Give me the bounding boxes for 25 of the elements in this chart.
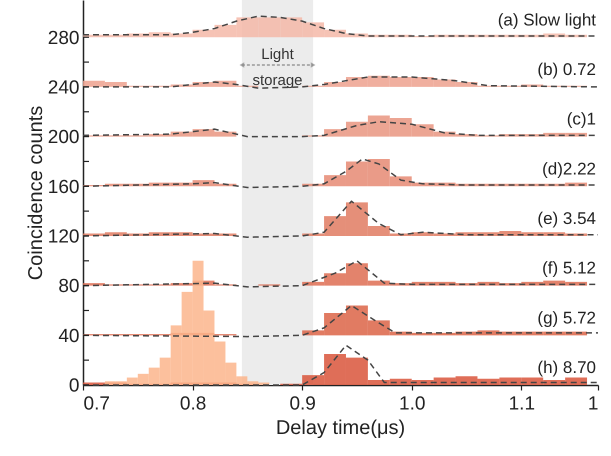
y-axis-title: Coincidence counts bbox=[24, 106, 47, 280]
x-tick-label: 1 bbox=[588, 394, 598, 414]
y-tick-label: 240 bbox=[48, 77, 80, 98]
y-tick-label: 280 bbox=[48, 28, 80, 49]
x-axis-title: Delay time(μs) bbox=[276, 417, 406, 439]
y-tick-label: 40 bbox=[58, 326, 80, 347]
y-tick-label: 160 bbox=[48, 176, 80, 198]
series-label: (c)1 bbox=[566, 110, 596, 129]
y-tick-label: 80 bbox=[58, 276, 80, 298]
x-tick-label: 0.8 bbox=[180, 394, 206, 414]
x-tick-label: 1.1 bbox=[508, 394, 536, 414]
series-label: (f) 5.12 bbox=[542, 258, 596, 278]
series-label: (d)2.22 bbox=[542, 159, 596, 178]
y-tick-label: 200 bbox=[48, 127, 80, 148]
x-tick-label: 1.0 bbox=[399, 394, 426, 414]
x-tick-label: 0.9 bbox=[289, 394, 316, 414]
series-label: (a) Slow light bbox=[498, 10, 596, 30]
y-tick-label: 120 bbox=[48, 226, 80, 248]
band-label: Light storage bbox=[252, 46, 303, 89]
series-label: (b) 0.72 bbox=[537, 60, 596, 79]
series-label: (h) 8.70 bbox=[537, 358, 596, 377]
series-label: (e) 3.54 bbox=[537, 208, 596, 228]
y-tick-label: 0 bbox=[68, 376, 80, 396]
x-tick-label: 0.7 bbox=[84, 394, 110, 414]
series-label: (g) 5.72 bbox=[537, 308, 596, 328]
